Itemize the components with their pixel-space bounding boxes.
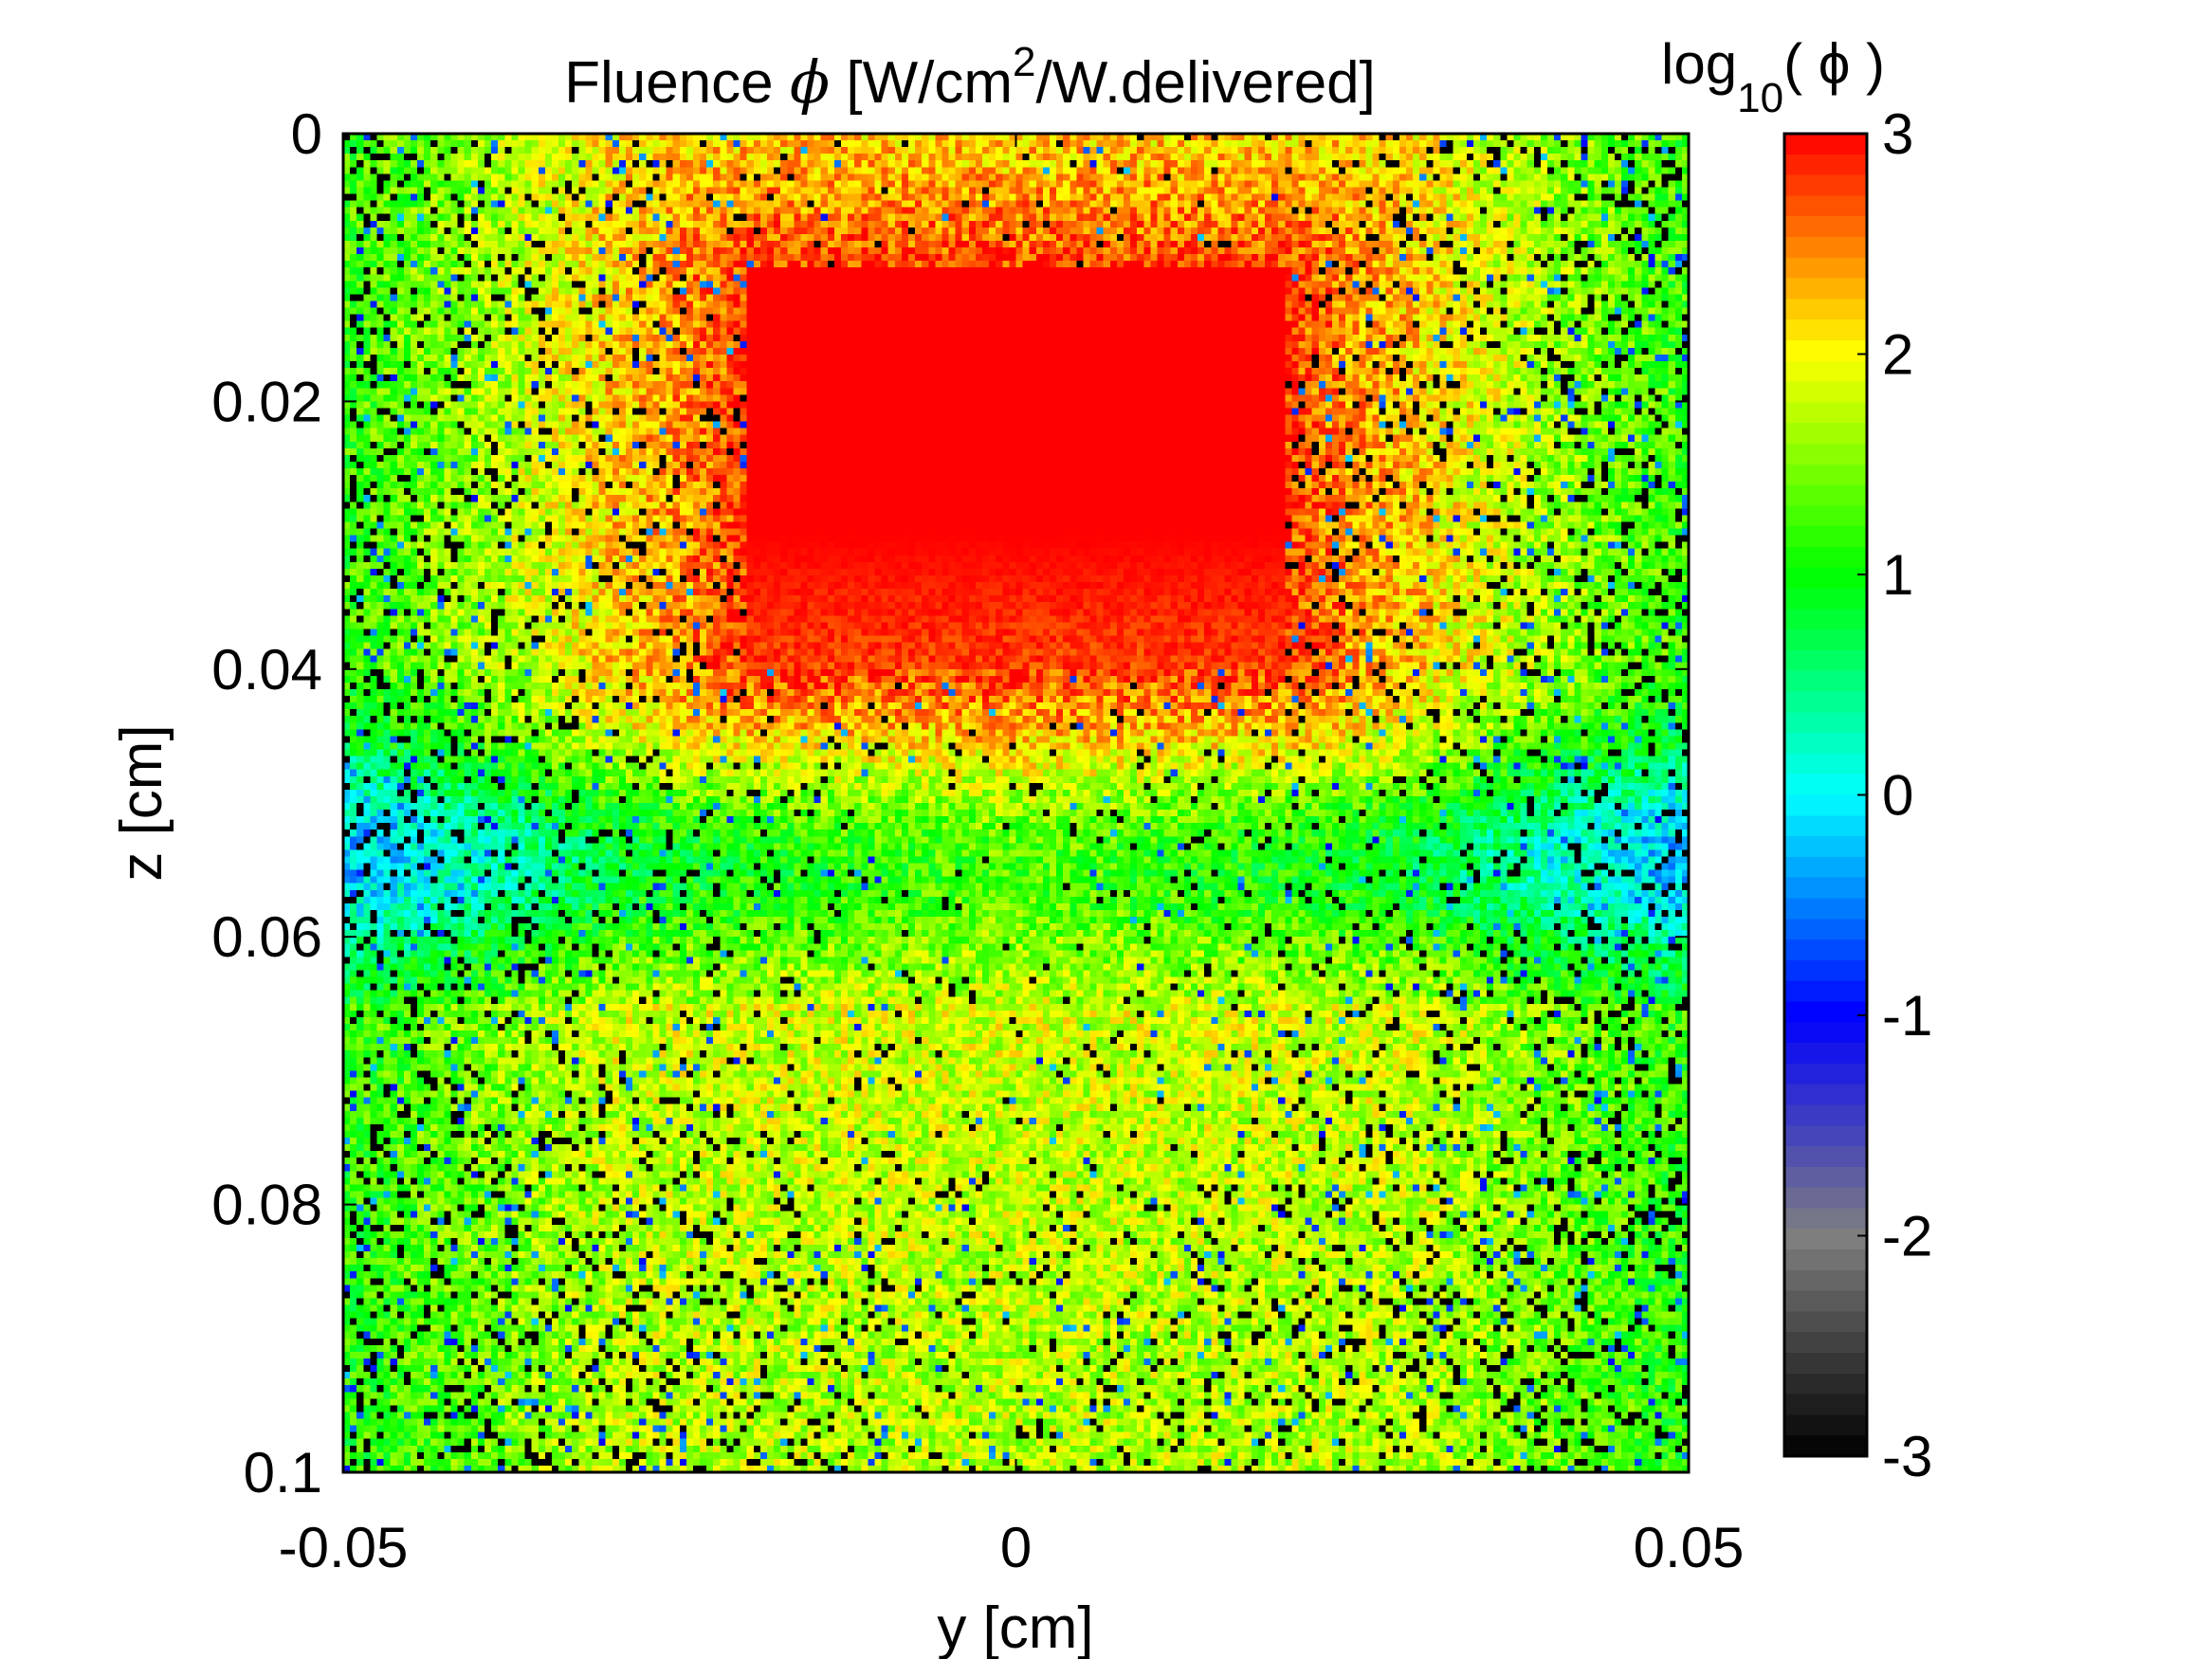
chart-title: Fluence ϕ [W/cm2/W.delivered] (564, 39, 1376, 117)
y-tick-label: 0.1 (244, 1441, 322, 1504)
heatmap-plot-area (341, 132, 1691, 1474)
x-tick-label: -0.05 (279, 1516, 409, 1579)
x-axis-label: y [cm] (937, 1595, 1093, 1659)
colorbar-tick-label: 1 (1882, 543, 1913, 607)
y-tick-label: 0.02 (211, 370, 322, 433)
colorbar-tick-label: -2 (1882, 1205, 1932, 1268)
colorbar-tick-label: -3 (1882, 1425, 1932, 1488)
x-tick-label: 0 (1000, 1516, 1032, 1579)
y-tick-label: 0 (291, 102, 322, 166)
y-tick-label: 0.04 (211, 638, 322, 702)
colorbar-gradient (1784, 134, 1867, 1456)
y-tick-label: 0.08 (211, 1174, 322, 1237)
fluence-heatmap-image (343, 134, 1689, 1472)
x-axis-ticks: -0.05 0 0.05 (279, 134, 1745, 1579)
colorbar-ticks: 3 2 1 0 -1 -2 -3 (1857, 102, 1932, 1488)
colorbar-tick-label: 2 (1882, 323, 1913, 387)
colorbar-tick-label: 3 (1882, 102, 1913, 166)
colorbar-label: log10( ϕ ) (1661, 32, 1885, 121)
colorbar-tick-label: 0 (1882, 764, 1913, 828)
y-axis-label: z [cm] (109, 724, 174, 881)
y-axis-ticks: 0 0.02 0.04 0.06 0.08 0.1 (211, 102, 1689, 1504)
colorbar-tick-label: -1 (1882, 984, 1932, 1048)
y-tick-label: 0.06 (211, 905, 322, 969)
x-tick-label: 0.05 (1634, 1516, 1745, 1579)
colorbar: 3 2 1 0 -1 -2 -3 (1782, 102, 1932, 1488)
